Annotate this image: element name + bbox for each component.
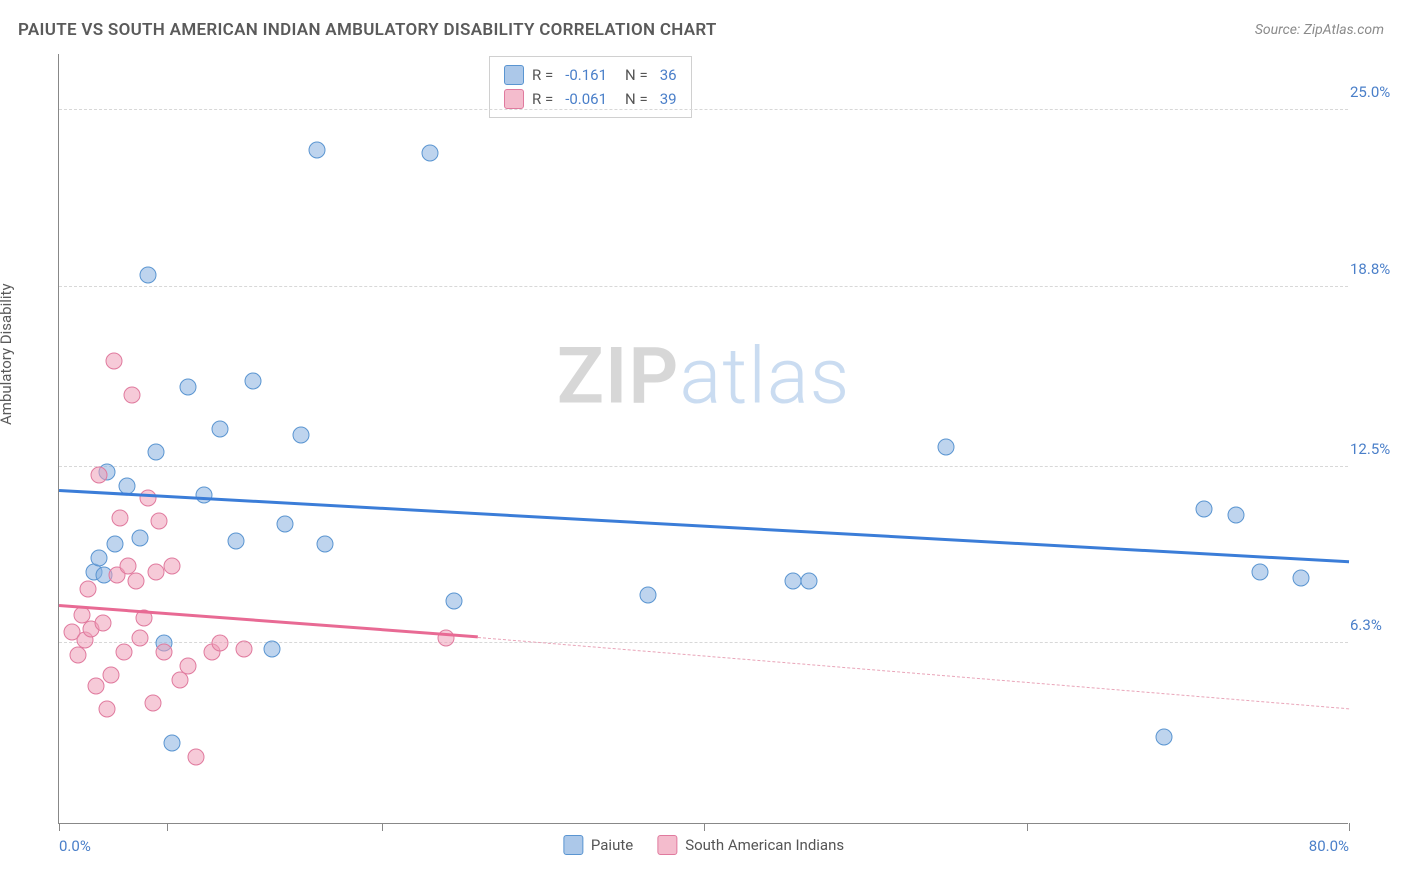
scatter-point <box>107 535 124 552</box>
plot-area: ZIPatlas R = -0.161 N = 36 R = -0.061 N … <box>58 54 1348 824</box>
n-label: N = <box>625 63 648 87</box>
x-tick-mark <box>704 823 705 831</box>
scatter-point <box>123 387 140 404</box>
scatter-point <box>1252 564 1269 581</box>
scatter-point <box>150 512 167 529</box>
scatter-point <box>91 549 108 566</box>
x-tick-mark <box>59 823 60 831</box>
scatter-point <box>800 572 817 589</box>
legend-item-sai: South American Indians <box>657 835 844 855</box>
scatter-point <box>147 444 164 461</box>
legend-label: South American Indians <box>685 836 844 854</box>
scatter-point <box>212 421 229 438</box>
legend-row-sai: R = -0.061 N = 39 <box>504 87 677 111</box>
watermark-atlas: atlas <box>679 331 850 422</box>
scatter-point <box>263 641 280 658</box>
trend-line <box>59 489 1349 563</box>
scatter-point <box>131 529 148 546</box>
gridline <box>59 286 1348 287</box>
scatter-point <box>91 467 108 484</box>
scatter-point <box>421 144 438 161</box>
scatter-point <box>1228 507 1245 524</box>
x-tick-mark <box>167 823 168 831</box>
y-axis-label: Ambulatory Disability <box>0 283 15 425</box>
series-legend: Paiute South American Indians <box>563 835 844 855</box>
r-label: R = <box>532 87 553 111</box>
scatter-point <box>188 749 205 766</box>
scatter-point <box>212 635 229 652</box>
scatter-point <box>180 658 197 675</box>
y-tick-label: 25.0% <box>1350 83 1400 101</box>
swatch-blue-icon <box>563 835 583 855</box>
gridline <box>59 642 1348 643</box>
scatter-point <box>180 378 197 395</box>
r-value: -0.161 <box>565 63 607 87</box>
legend-label: Paiute <box>591 836 633 854</box>
legend-row-paiute: R = -0.161 N = 36 <box>504 63 677 87</box>
scatter-point <box>105 353 122 370</box>
x-tick-mark <box>1349 823 1350 831</box>
trend-line <box>59 604 478 638</box>
scatter-point <box>128 572 145 589</box>
x-tick-mark <box>1027 823 1028 831</box>
gridline <box>59 466 1348 467</box>
chart-title: PAIUTE VS SOUTH AMERICAN INDIAN AMBULATO… <box>18 20 717 40</box>
scatter-point <box>236 641 253 658</box>
r-value: -0.061 <box>565 87 607 111</box>
n-label: N = <box>625 87 648 111</box>
n-value: 39 <box>660 87 677 111</box>
scatter-point <box>196 487 213 504</box>
scatter-point <box>228 532 245 549</box>
scatter-point <box>99 700 116 717</box>
swatch-blue-icon <box>504 65 524 85</box>
y-tick-label: 18.8% <box>1350 260 1400 278</box>
scatter-point <box>937 438 954 455</box>
gridline <box>59 109 1348 110</box>
scatter-point <box>292 427 309 444</box>
scatter-point <box>244 372 261 389</box>
trend-line <box>478 637 1349 709</box>
scatter-point <box>80 581 97 598</box>
scatter-point <box>639 586 656 603</box>
scatter-point <box>131 629 148 646</box>
y-tick-label: 6.3% <box>1350 616 1400 634</box>
source-attribution: Source: ZipAtlas.com <box>1255 22 1384 38</box>
swatch-pink-icon <box>657 835 677 855</box>
scatter-point <box>147 564 164 581</box>
x-tick-label: 0.0% <box>59 837 91 855</box>
swatch-pink-icon <box>504 89 524 109</box>
scatter-point <box>139 489 156 506</box>
scatter-point <box>94 615 111 632</box>
y-tick-label: 12.5% <box>1350 440 1400 458</box>
n-value: 36 <box>660 63 677 87</box>
scatter-point <box>163 558 180 575</box>
r-label: R = <box>532 63 553 87</box>
scatter-point <box>317 535 334 552</box>
scatter-point <box>88 678 105 695</box>
scatter-point <box>139 267 156 284</box>
scatter-point <box>1292 569 1309 586</box>
scatter-point <box>112 509 129 526</box>
scatter-point <box>102 666 119 683</box>
scatter-point <box>276 515 293 532</box>
watermark-zip: ZIP <box>557 331 680 422</box>
legend-item-paiute: Paiute <box>563 835 633 855</box>
x-tick-label: 80.0% <box>1309 837 1349 855</box>
scatter-point <box>155 643 172 660</box>
scatter-point <box>309 141 326 158</box>
scatter-point <box>784 572 801 589</box>
scatter-point <box>1195 501 1212 518</box>
scatter-point <box>144 695 161 712</box>
scatter-point <box>1155 729 1172 746</box>
scatter-point <box>163 735 180 752</box>
scatter-point <box>115 643 132 660</box>
scatter-point <box>446 592 463 609</box>
watermark: ZIPatlas <box>557 331 850 422</box>
x-tick-mark <box>382 823 383 831</box>
